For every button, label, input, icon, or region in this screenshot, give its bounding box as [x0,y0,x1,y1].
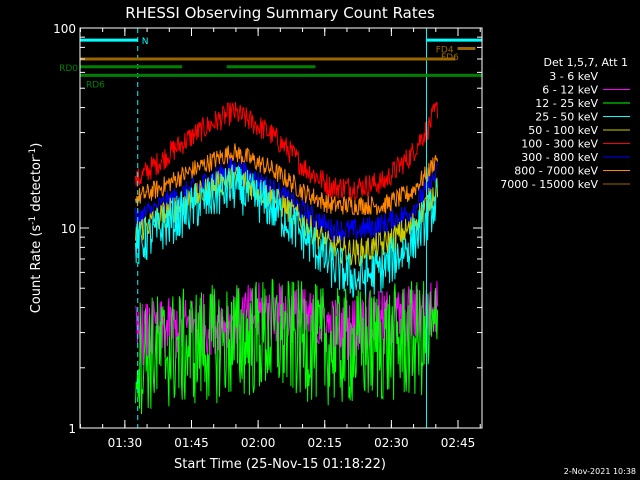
legend-entry-label: 800 - 7000 keV [514,165,598,178]
y-axis-label-superscript: -1 [28,216,38,225]
series-line-25-50-kev [135,164,438,300]
y-tick-label: 1 [68,422,76,436]
y-tick-label: 100 [53,22,76,36]
axes-layer: 01:30 01:45 02:00 02:15 02:30 02:45 1 10 100 [53,22,483,450]
footer-timestamp: 2-Nov-2021 10:38 [564,467,636,476]
state-bar-label-rd0: RD0 [59,64,78,74]
y-axis-label-superscript: -1 [28,148,38,157]
series-line-800-7000-kev [135,143,439,216]
x-tick-label: 02:15 [307,436,342,450]
x-tick-label: 01:30 [108,436,143,450]
series-line-300-800-kev [135,157,439,243]
series-line-3-6-kev [135,60,439,91]
x-tick-label: 01:45 [174,436,209,450]
y-axis-label-part: detector [29,156,44,216]
state-bar-label-n: N [142,37,149,47]
series-line-100-300-kev [135,101,439,201]
legend-entry-label: 25 - 50 keV [535,111,598,124]
chart-title: RHESSI Observing Summary Count Rates [125,4,435,22]
y-axis-label-part: Count Rate (s [29,225,44,314]
legend-entry-label: 7000 - 15000 keV [500,178,598,191]
series-layer [135,60,439,415]
y-tick-label: 10 [61,222,76,236]
state-bar-label-fd4: FD4 [436,45,454,55]
series-line-12-25-kev [135,278,439,415]
legend-entry-label: 300 - 800 keV [521,151,598,164]
state-bar-label-fd6: FD6 [441,53,459,63]
state-bar-label-rd6: RD6 [86,80,105,90]
legend-entry-label: 3 - 6 keV [549,70,598,83]
legend-header: Det 1,5,7, Att 1 [544,56,628,69]
legend-entry-label: 100 - 300 keV [521,138,598,151]
legend-entry-label: 6 - 12 keV [542,84,598,97]
x-axis-label: Start Time (25-Nov-15 01:18:22) [174,457,386,472]
y-axis-label: Count Rate (s-1 detector-1) [28,143,44,314]
y-axis-label-part: ) [29,143,44,148]
x-tick-label: 02:00 [241,436,276,450]
legend-entry-label: 12 - 25 keV [535,97,598,110]
x-tick-label: 02:45 [441,436,476,450]
legend-entry-label: 50 - 100 keV [528,124,598,137]
x-tick-label: 02:30 [374,436,409,450]
series-line-6-12-kev [135,281,439,367]
